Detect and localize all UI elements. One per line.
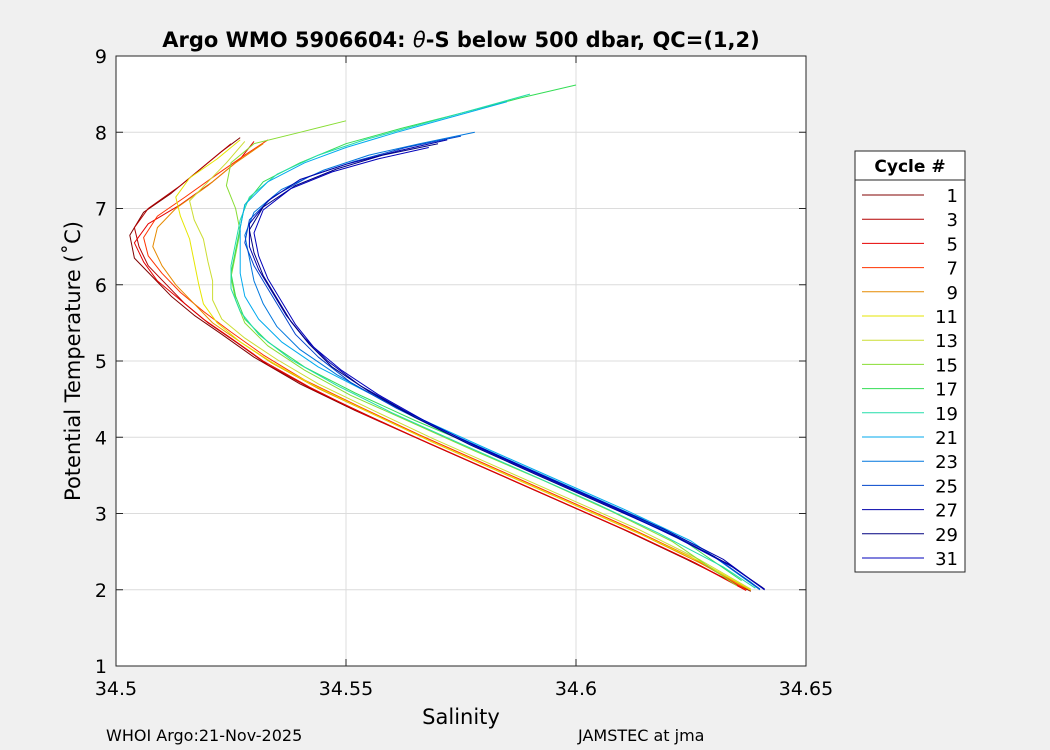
x-tick-label: 34.5: [95, 678, 137, 700]
legend-title: Cycle #: [874, 157, 945, 177]
legend-box: [854, 150, 966, 573]
legend-label-cycle-9: 9: [947, 283, 958, 304]
y-tick-label: 2: [95, 580, 107, 602]
legend-label-cycle-15: 15: [935, 355, 958, 376]
y-tick-label: 3: [95, 504, 107, 526]
y-tick-label: 7: [95, 199, 107, 221]
legend-label-cycle-25: 25: [935, 476, 958, 497]
y-tick-label: 6: [95, 275, 107, 297]
axis-ticks: 34.5 34.55 34.6 34.65 1 2 3 4 5 6 7 8 9: [95, 46, 833, 700]
legend-label-cycle-5: 5: [947, 234, 958, 255]
legend-label-cycle-23: 23: [935, 452, 958, 473]
x-tick-label: 34.55: [319, 678, 373, 700]
legend-label-cycle-13: 13: [935, 331, 958, 352]
x-tick-label: 34.6: [555, 678, 597, 700]
x-tick-label: 34.65: [779, 678, 833, 700]
series-line-cycle-13: [189, 141, 752, 590]
y-tick-label: 5: [95, 351, 107, 373]
footer-right-text: JAMSTEC at jma: [578, 726, 705, 745]
legend-label-cycle-1: 1: [947, 186, 958, 207]
legend-label-cycle-11: 11: [935, 307, 958, 328]
series-line-cycle-19: [230, 93, 756, 589]
legend-label-cycle-3: 3: [947, 210, 958, 231]
legend-label-cycle-7: 7: [947, 259, 958, 280]
series-line-cycle-7: [143, 139, 747, 591]
grid: [115, 55, 807, 667]
y-axis-label: Potential Temperature (˚C): [61, 221, 85, 501]
legend-label-cycle-29: 29: [935, 525, 958, 546]
y-tick-label: 8: [95, 122, 107, 144]
x-axis-label: Salinity: [422, 705, 500, 729]
legend-label-cycle-19: 19: [935, 404, 958, 425]
legend-label-cycle-21: 21: [935, 428, 958, 449]
series-line-cycle-31: [253, 147, 765, 591]
legend-label-cycle-31: 31: [935, 549, 958, 570]
chart-title: Argo WMO 5906604: θ-S below 500 dbar, QC…: [162, 28, 759, 52]
legend-label-cycle-17: 17: [935, 380, 958, 401]
y-tick-label: 4: [95, 427, 107, 449]
footer-left-text: WHOI Argo:21-Nov-2025: [106, 726, 303, 745]
y-tick-label: 1: [95, 656, 107, 678]
legend-label-cycle-27: 27: [935, 501, 958, 522]
series-line-cycle-21: [239, 101, 761, 591]
series-line-cycle-5: [133, 141, 747, 591]
y-tick-label: 9: [95, 46, 107, 68]
series-lines: [129, 84, 765, 592]
series-line-cycle-11: [175, 139, 752, 591]
